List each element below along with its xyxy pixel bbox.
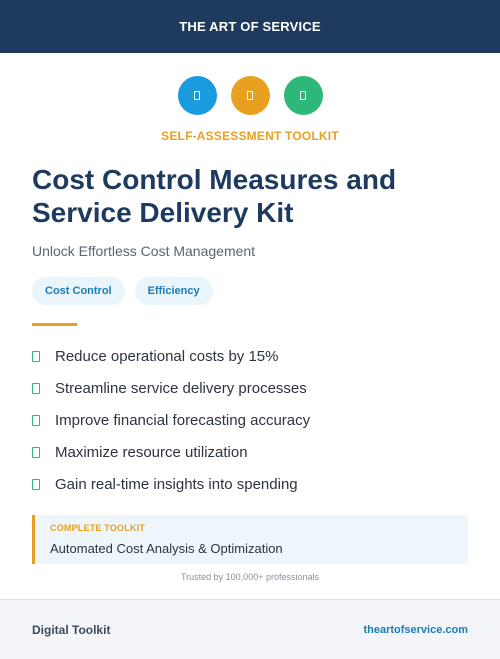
callout-label: COMPLETE TOOLKIT <box>50 523 146 533</box>
tag-list: Cost Control Efficiency <box>32 277 468 305</box>
trusted-note: Trusted by 100,000+ professionals <box>180 572 319 582</box>
check-icon <box>32 446 40 458</box>
benefit-text: Maximize resource utilization <box>55 443 248 461</box>
toolkit-callout: COMPLETE TOOLKIT Automated Cost Analysis… <box>32 515 468 564</box>
callout-text: Automated Cost Analysis & Optimization <box>50 541 283 556</box>
check-icon <box>32 382 40 394</box>
footer: Digital Toolkit theartofservice.com <box>0 599 500 659</box>
benefit-text: Gain real-time insights into spending <box>55 475 298 493</box>
check-icon <box>32 350 40 362</box>
icon-row <box>0 76 500 115</box>
benefit-text: Reduce operational costs by 15% <box>55 347 279 365</box>
benefit-text: Improve financial forecasting accuracy <box>55 411 311 429</box>
subtitle: Unlock Effortless Cost Management <box>32 243 256 259</box>
list-item: Gain real-time insights into spending <box>32 468 468 500</box>
website-link[interactable]: theartofservice.com <box>363 623 468 636</box>
toolkit-kicker: SELF-ASSESSMENT TOOLKIT <box>161 129 339 143</box>
brand-title: THE ART OF SERVICE <box>179 19 321 34</box>
accent-divider <box>32 323 77 326</box>
tag-cost-control: Cost Control <box>32 277 125 305</box>
document-icon <box>230 76 270 115</box>
tag-efficiency: Efficiency <box>134 277 213 305</box>
footer-label: Digital Toolkit <box>32 622 111 637</box>
list-item: Reduce operational costs by 15% <box>32 340 468 372</box>
check-icon <box>32 478 40 490</box>
list-item: Streamline service delivery processes <box>32 372 468 404</box>
benefit-list: Reduce operational costs by 15% Streamli… <box>32 340 468 500</box>
list-item: Maximize resource utilization <box>32 436 468 468</box>
document-icon <box>283 76 323 115</box>
page-title: Cost Control Measures and Service Delive… <box>32 164 397 228</box>
list-item: Improve financial forecasting accuracy <box>32 404 468 436</box>
document-icon <box>177 76 217 115</box>
benefit-text: Streamline service delivery processes <box>55 379 307 397</box>
check-icon <box>32 414 40 426</box>
top-banner: THE ART OF SERVICE <box>0 0 500 53</box>
